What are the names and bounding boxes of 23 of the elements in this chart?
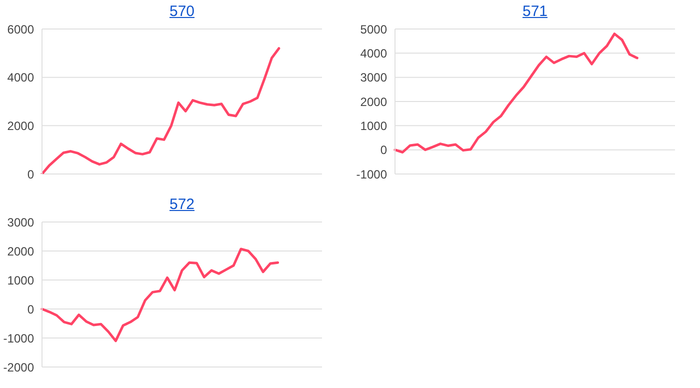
y-tick-label: 1000 xyxy=(360,118,388,133)
y-tick-label: -1000 xyxy=(3,331,34,346)
y-tick-label: 0 xyxy=(27,167,34,182)
line-series xyxy=(40,248,280,342)
line-series xyxy=(40,47,280,174)
chart-title: 571 xyxy=(522,3,548,20)
y-tick-label: 4000 xyxy=(360,46,388,60)
y-tick-label: 3000 xyxy=(360,70,388,85)
chart-title: 572 xyxy=(169,196,195,213)
y-tick-label: 0 xyxy=(380,143,388,158)
y-tick-label: 6000 xyxy=(7,22,34,36)
y-tick-label: 2000 xyxy=(7,244,34,258)
y-tick-label: -2000 xyxy=(3,360,34,374)
chart-title: 570 xyxy=(169,3,195,20)
line-series xyxy=(394,32,638,154)
y-tick-label: 0 xyxy=(27,302,34,316)
y-tick-label: 5000 xyxy=(360,22,388,36)
y-tick-label: 4000 xyxy=(7,70,34,85)
y-tick-label: 3000 xyxy=(7,215,34,230)
y-tick-label: 1000 xyxy=(7,273,34,288)
y-tick-label: -1000 xyxy=(356,167,388,182)
y-tick-label: 2000 xyxy=(360,94,388,109)
y-tick-label: 2000 xyxy=(7,118,34,133)
